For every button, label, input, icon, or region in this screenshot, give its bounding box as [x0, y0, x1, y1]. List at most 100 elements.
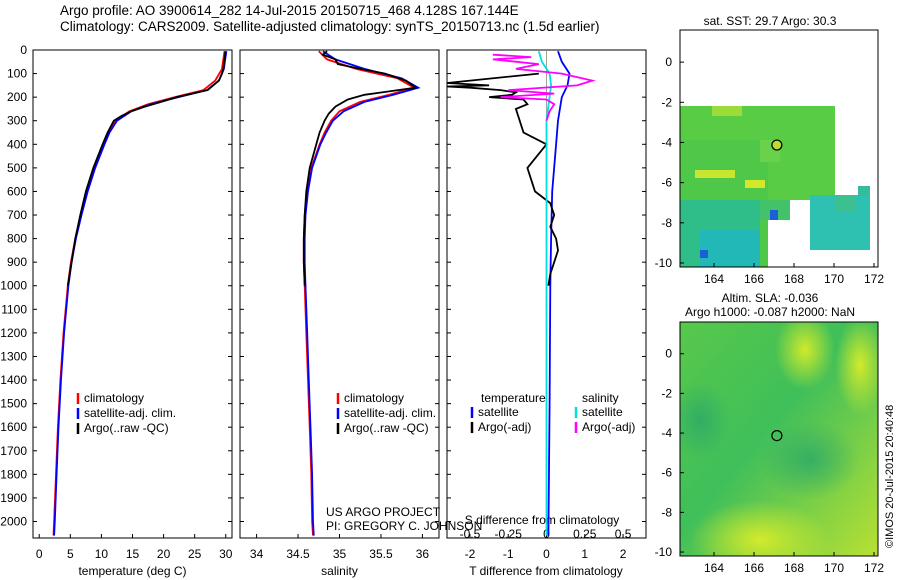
temperature-xtick-label: 30 — [219, 547, 233, 561]
sla-map-field — [680, 322, 878, 556]
difference-series-t-argo — [447, 72, 559, 286]
credit-line-1: US ARGO PROJECT — [326, 505, 441, 519]
sst-map-ytick-label: 0 — [665, 55, 672, 69]
depth-tick-label: 1200 — [0, 326, 27, 340]
depth-tick-label: 900 — [7, 255, 27, 269]
temperature-legend-label: satellite-adj. clim. — [84, 406, 176, 420]
sst-map-xtick-label: 164 — [704, 272, 724, 286]
salinity-xlabel: salinity — [321, 564, 358, 578]
sst-map-ytick-label: -10 — [655, 256, 673, 270]
temperature-series-satellite — [53, 51, 228, 536]
difference-s-legend-label: satellite — [582, 405, 623, 419]
difference-xtick-label: 2 — [620, 547, 627, 561]
depth-tick-label: 1300 — [0, 349, 27, 363]
sla-map-xtick-label: 164 — [704, 561, 724, 575]
watermark: ©IMOS 20-Jul-2015 20:40:48 — [884, 405, 896, 548]
temperature-xtick-label: 0 — [36, 547, 43, 561]
salinity-xtick-label: 34 — [250, 547, 264, 561]
credit-line-2: PI: GREGORY C. JOHNSON — [326, 519, 482, 533]
temperature-series-argo — [66, 51, 227, 286]
depth-tick-label: 1600 — [0, 420, 27, 434]
salinity-series-argo — [302, 50, 419, 286]
difference-series-t-satellite — [547, 50, 571, 536]
temperature-series-climatology — [52, 51, 226, 536]
sla-map-frame — [679, 321, 879, 557]
salinity-panel-frame — [239, 49, 440, 539]
difference-xtick2-label: -0.5 — [460, 527, 481, 541]
sla-map-xtick-label: 172 — [864, 561, 884, 575]
sst-map-ytick-label: -8 — [661, 216, 672, 230]
title-line-1: Argo profile: AO 3900614_282 14-Jul-2015… — [60, 3, 519, 18]
depth-tick-label: 800 — [7, 232, 27, 246]
depth-tick-label: 100 — [7, 67, 27, 81]
salinity-xtick-label: 34.5 — [286, 547, 310, 561]
sst-map-xtick-label: 170 — [824, 272, 844, 286]
sst-map-frame — [679, 29, 879, 268]
sla-map-ytick-label: -10 — [655, 545, 673, 559]
temperature-xtick-label: 20 — [157, 547, 171, 561]
difference-legend-title-temperature: temperature — [481, 391, 546, 405]
temperature-xtick-label: 10 — [95, 547, 109, 561]
sla-map-profile-marker — [771, 429, 783, 442]
difference-xtick-label: 0 — [543, 547, 550, 561]
sst-map-title: sat. SST: 29.7 Argo: 30.3 — [704, 14, 837, 28]
salinity-legend-label: climatology — [344, 391, 404, 405]
temperature-xtick-label: 5 — [67, 547, 74, 561]
sla-map-xtick-label: 168 — [784, 561, 804, 575]
depth-tick-label: 1900 — [0, 491, 27, 505]
sst-map-xtick-label: 166 — [744, 272, 764, 286]
depth-tick-label: 1500 — [0, 397, 27, 411]
depth-tick-label: 600 — [7, 184, 27, 198]
difference-xlabel2: S difference from climatology — [465, 513, 620, 527]
difference-legend-title-salinity: salinity — [582, 391, 619, 405]
salinity-legend-label: satellite-adj. clim. — [344, 406, 436, 420]
depth-tick-label: 400 — [7, 137, 27, 151]
sla-map-ytick-label: -6 — [661, 466, 672, 480]
sst-map-xtick-label: 172 — [864, 272, 884, 286]
depth-tick-label: 700 — [7, 208, 27, 222]
salinity-legend-label: Argo(..raw -QC) — [344, 421, 429, 435]
depth-tick-label: 1100 — [1, 302, 27, 316]
sla-map-title: Altim. SLA: -0.036 — [722, 291, 819, 305]
salinity-xtick-label: 35 — [333, 547, 347, 561]
depth-tick-label: 1800 — [0, 467, 27, 481]
difference-s-legend-label: Argo(-adj) — [582, 420, 635, 434]
difference-xtick-label: -1 — [503, 547, 514, 561]
depth-tick-label: 300 — [7, 114, 27, 128]
salinity-series-climatology — [302, 50, 417, 536]
sst-map-profile-fill — [772, 141, 781, 150]
depth-tick-label: 0 — [20, 43, 27, 57]
sla-map-xtick-label: 170 — [824, 561, 844, 575]
title-line-2: Climatology: CARS2009. Satellite-adjuste… — [60, 19, 600, 34]
sst-map-xtick-label: 168 — [784, 272, 804, 286]
temperature-legend-label: Argo(..raw -QC) — [84, 421, 169, 435]
depth-tick-label: 1700 — [0, 444, 27, 458]
sla-map-subtitle: Argo h1000: -0.087 h2000: NaN — [685, 305, 855, 319]
temperature-legend-label: climatology — [84, 391, 144, 405]
depth-tick-label: 2000 — [0, 514, 27, 528]
temperature-panel-frame — [32, 49, 233, 539]
difference-t-legend-label: Argo(-adj) — [478, 420, 531, 434]
sst-map-ytick-label: -4 — [661, 135, 672, 149]
sla-map-xtick-label: 166 — [744, 561, 764, 575]
sla-map-ytick-label: -8 — [661, 505, 672, 519]
difference-xtick2-label: 0.25 — [573, 527, 597, 541]
sla-map-ytick-label: 0 — [665, 347, 672, 361]
sst-map-profile-marker — [771, 139, 783, 151]
salinity-series-satellite — [303, 50, 421, 536]
salinity-xtick-label: 35.5 — [369, 547, 393, 561]
temperature-xlabel: temperature (deg C) — [78, 564, 186, 578]
sst-map-ytick-label: -2 — [661, 95, 672, 109]
difference-xtick-label: 1 — [581, 547, 588, 561]
difference-xlabel: T difference from climatology — [469, 564, 623, 578]
sst-map-field — [680, 30, 878, 267]
difference-series-s-argo — [492, 53, 596, 121]
difference-xtick-label: -2 — [465, 547, 476, 561]
sla-map-ytick-label: -4 — [661, 426, 672, 440]
depth-tick-label: 500 — [7, 161, 27, 175]
difference-xtick2-label: 0.5 — [615, 527, 632, 541]
depth-tick-label: 1400 — [0, 373, 27, 387]
salinity-xtick-label: 36 — [416, 547, 430, 561]
depth-tick-label: 200 — [7, 90, 27, 104]
